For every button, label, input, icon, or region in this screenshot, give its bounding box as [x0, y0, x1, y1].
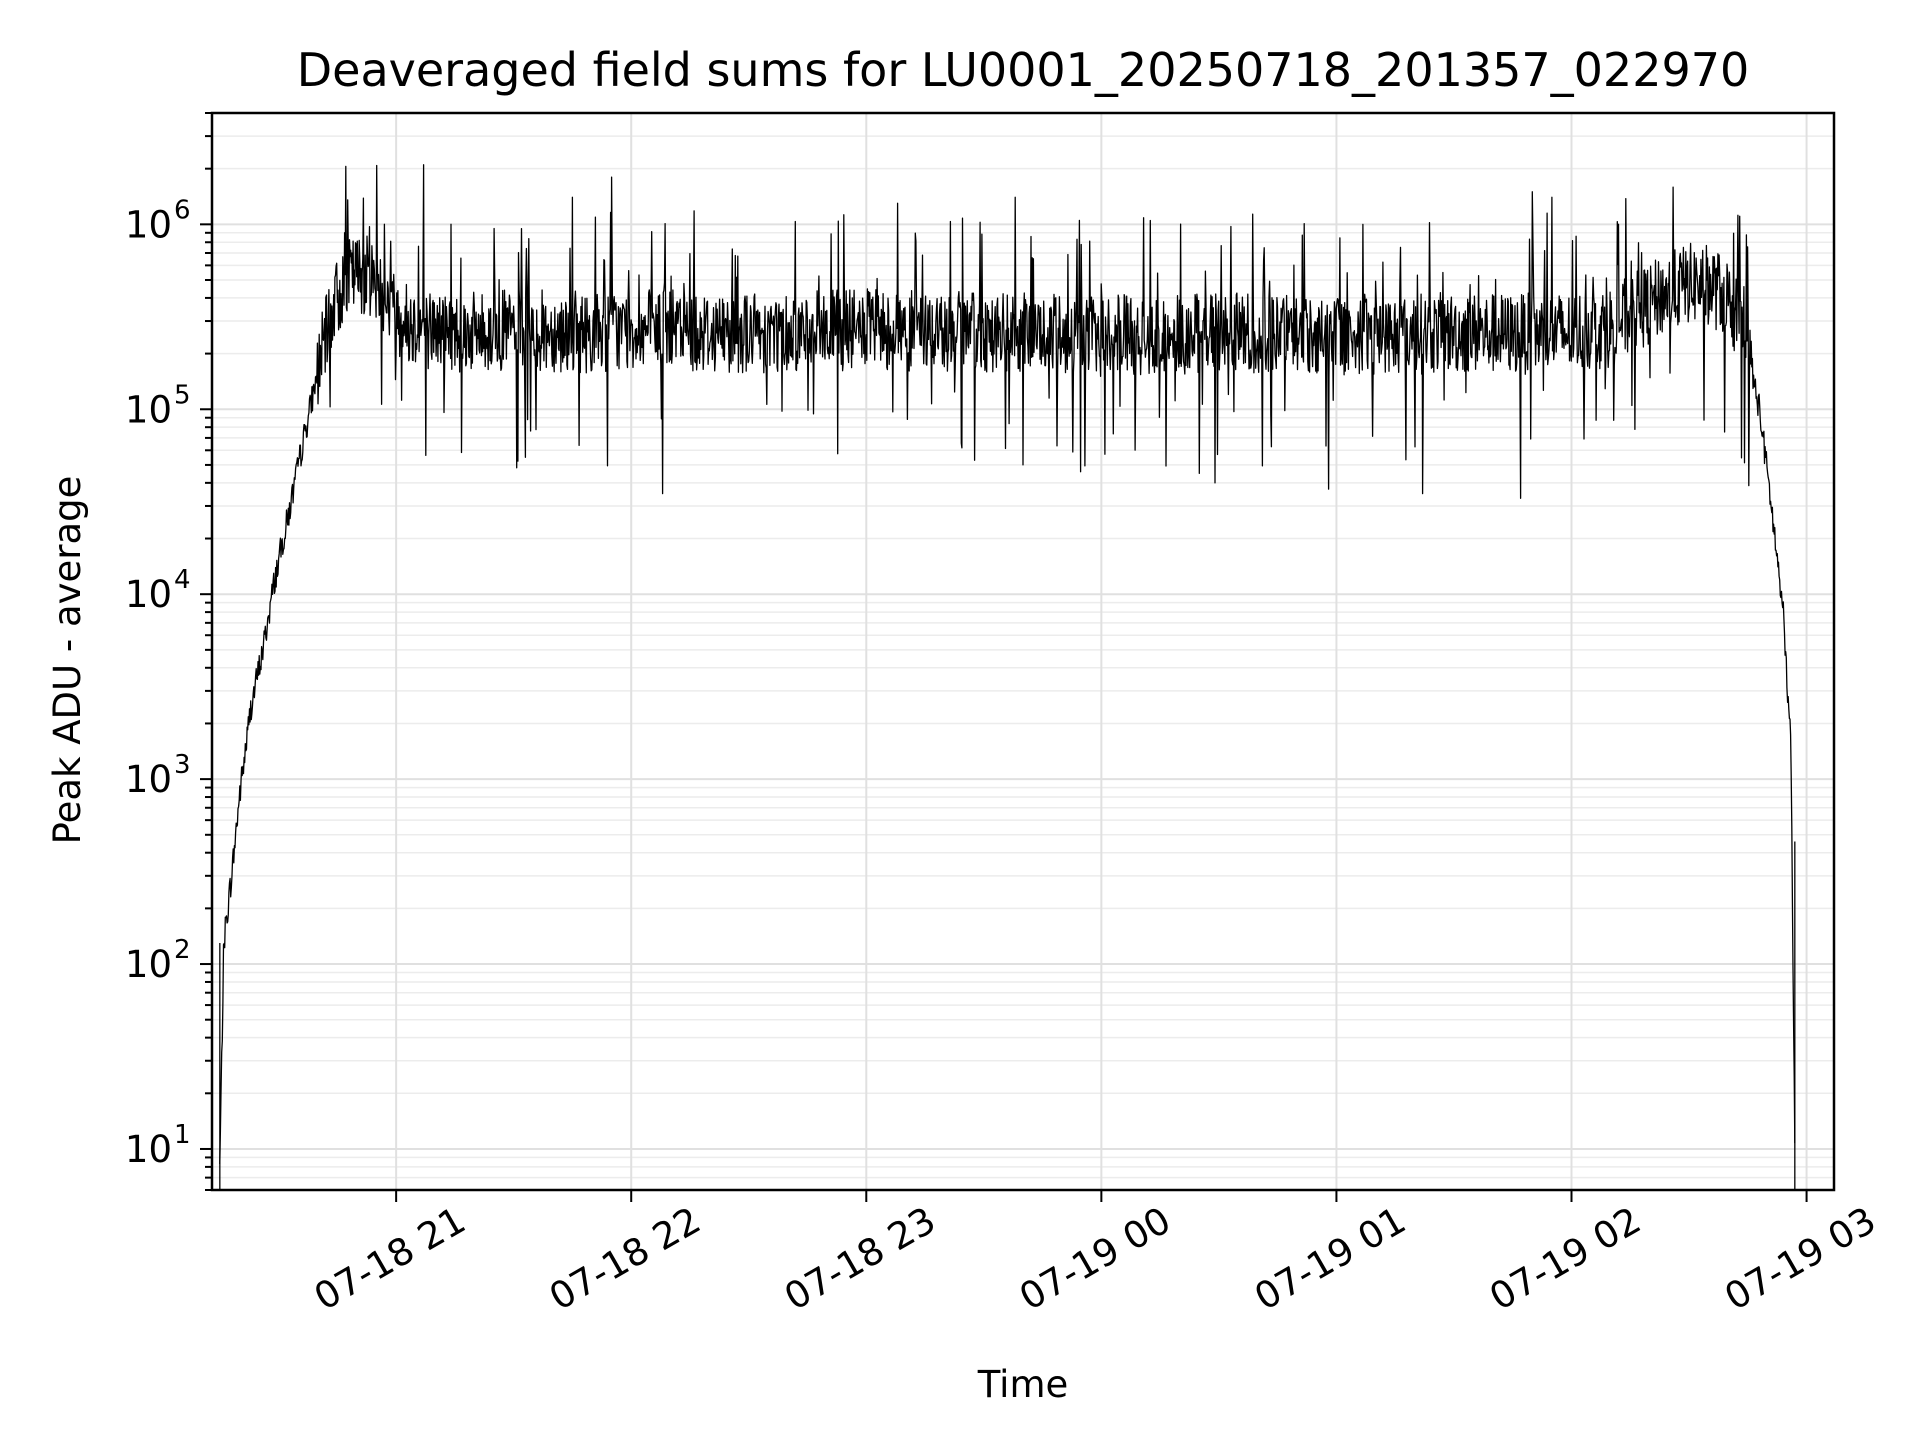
chart-title: Deaveraged field sums for LU0001_2025071…	[297, 43, 1750, 97]
y-tick-exponent: 1	[174, 1120, 191, 1150]
y-tick-label: 10	[125, 943, 172, 986]
x-axis-label: Time	[977, 1363, 1069, 1406]
y-tick-label: 10	[125, 573, 172, 616]
y-tick-label: 10	[125, 388, 172, 431]
minor-grid	[212, 112, 1834, 1191]
y-axis-label: Peak ADU - average	[46, 476, 89, 845]
y-tick-label: 10	[125, 203, 172, 246]
y-tick-exponent: 5	[174, 380, 191, 410]
y-tick-label: 10	[125, 1128, 172, 1171]
plot-series	[219, 164, 1796, 1190]
y-tick-exponent: 2	[174, 935, 191, 965]
series-line	[219, 164, 1796, 1165]
y-tick-label: 10	[125, 758, 172, 801]
y-tick-exponent: 4	[174, 565, 191, 595]
y-tick-exponent: 6	[174, 195, 191, 225]
plot-frame	[210, 111, 1836, 1192]
y-tick-exponent: 3	[174, 750, 191, 780]
